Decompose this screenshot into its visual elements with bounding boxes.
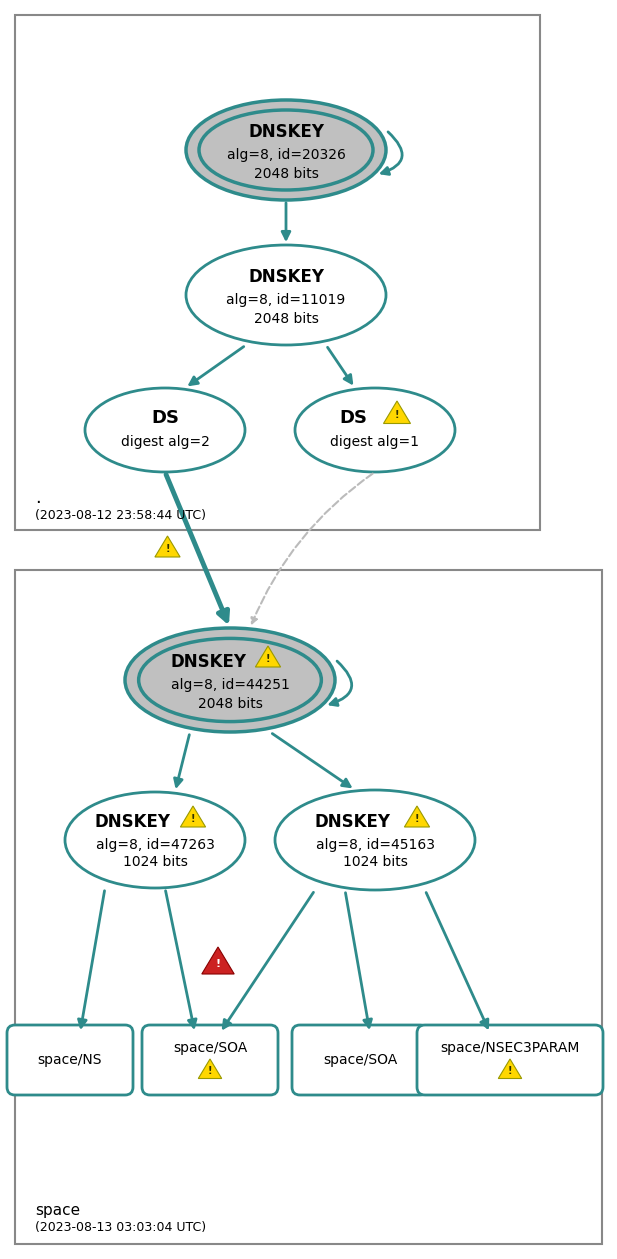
FancyBboxPatch shape: [142, 1025, 278, 1095]
FancyArrowPatch shape: [381, 132, 402, 175]
FancyBboxPatch shape: [417, 1025, 603, 1095]
Text: 1024 bits: 1024 bits: [123, 855, 188, 869]
Text: space/NS: space/NS: [38, 1053, 102, 1066]
Text: alg=8, id=44251: alg=8, id=44251: [170, 679, 289, 692]
Text: alg=8, id=11019: alg=8, id=11019: [226, 293, 346, 307]
FancyArrowPatch shape: [252, 473, 373, 623]
Ellipse shape: [125, 628, 335, 731]
FancyBboxPatch shape: [7, 1025, 133, 1095]
FancyBboxPatch shape: [292, 1025, 428, 1095]
Ellipse shape: [85, 388, 245, 472]
Text: alg=8, id=20326: alg=8, id=20326: [226, 149, 346, 162]
Text: !: !: [395, 410, 399, 421]
Polygon shape: [198, 1059, 222, 1079]
Text: alg=8, id=45163: alg=8, id=45163: [315, 838, 434, 852]
Text: space: space: [35, 1202, 80, 1217]
FancyBboxPatch shape: [15, 15, 540, 530]
Ellipse shape: [65, 792, 245, 888]
Ellipse shape: [186, 99, 386, 200]
Ellipse shape: [186, 246, 386, 345]
Text: DS: DS: [339, 409, 367, 427]
FancyArrowPatch shape: [330, 661, 352, 705]
Polygon shape: [202, 947, 234, 974]
Text: space/SOA: space/SOA: [323, 1053, 397, 1066]
Text: !: !: [508, 1066, 512, 1076]
Text: digest alg=1: digest alg=1: [331, 436, 420, 449]
Text: !: !: [415, 815, 419, 823]
Text: !: !: [165, 544, 170, 554]
Polygon shape: [499, 1059, 522, 1079]
Text: DNSKEY: DNSKEY: [95, 813, 171, 831]
Text: .: .: [35, 488, 41, 507]
Text: digest alg=2: digest alg=2: [120, 436, 209, 449]
Ellipse shape: [295, 388, 455, 472]
FancyBboxPatch shape: [15, 570, 602, 1244]
Polygon shape: [404, 806, 429, 827]
Text: DNSKEY: DNSKEY: [248, 123, 324, 141]
Polygon shape: [155, 536, 180, 556]
Text: DS: DS: [151, 409, 179, 427]
Text: 2048 bits: 2048 bits: [197, 697, 262, 711]
Text: 2048 bits: 2048 bits: [254, 312, 318, 326]
Text: 2048 bits: 2048 bits: [254, 167, 318, 181]
Text: space/SOA: space/SOA: [173, 1041, 247, 1055]
Text: !: !: [266, 653, 270, 663]
Text: 1024 bits: 1024 bits: [342, 855, 407, 869]
Text: !: !: [208, 1066, 212, 1076]
Text: !: !: [215, 959, 220, 969]
Text: DNSKEY: DNSKEY: [315, 813, 391, 831]
Polygon shape: [384, 402, 410, 423]
Text: DNSKEY: DNSKEY: [248, 268, 324, 286]
Text: DNSKEY: DNSKEY: [170, 653, 246, 671]
Text: (2023-08-13 03:03:04 UTC): (2023-08-13 03:03:04 UTC): [35, 1221, 206, 1235]
Text: (2023-08-12 23:58:44 UTC): (2023-08-12 23:58:44 UTC): [35, 509, 206, 521]
Text: alg=8, id=47263: alg=8, id=47263: [96, 838, 215, 852]
Polygon shape: [255, 646, 281, 667]
Text: space/NSEC3PARAM: space/NSEC3PARAM: [441, 1041, 580, 1055]
Text: !: !: [191, 815, 195, 823]
Polygon shape: [180, 806, 205, 827]
Ellipse shape: [275, 789, 475, 890]
